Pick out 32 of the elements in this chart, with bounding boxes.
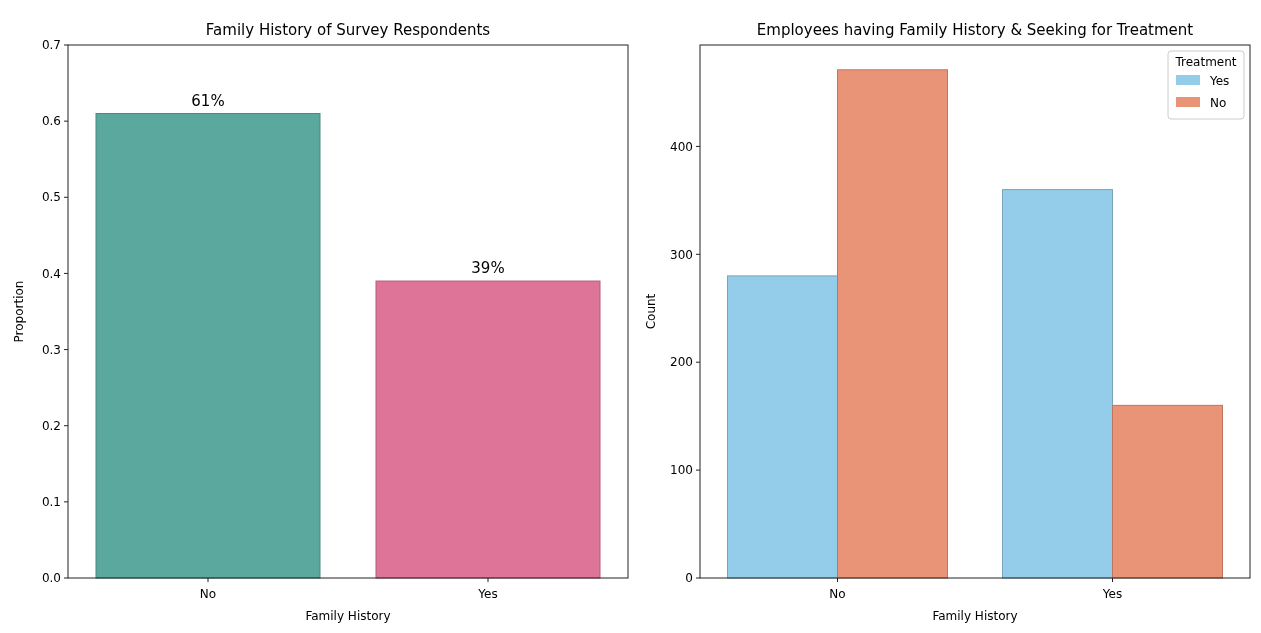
- x-tick-label: No: [829, 587, 846, 601]
- x-axis-title: Family History: [305, 609, 391, 623]
- data-label: 39%: [471, 259, 505, 278]
- y-tick-label: 0.3: [41, 342, 61, 357]
- y-tick-label: 400: [670, 139, 693, 154]
- y-tick-label: 0.1: [41, 495, 61, 510]
- bar: [727, 275, 838, 579]
- y-tick-label: 0.5: [41, 190, 61, 205]
- y-tick-label: 300: [670, 247, 693, 262]
- bar: [837, 69, 948, 579]
- y-tick-label: 0: [685, 571, 693, 586]
- y-tick-label: 200: [670, 355, 693, 370]
- legend-title: Treatment: [1174, 55, 1237, 69]
- y-tick-label: 0.7: [41, 38, 61, 53]
- bar: [1112, 404, 1223, 579]
- legend-label: No: [1210, 96, 1227, 110]
- x-tick-label: Yes: [477, 587, 498, 601]
- y-tick-label: 100: [670, 463, 693, 478]
- x-axis-title: Family History: [932, 609, 1018, 623]
- y-tick-label: 0.2: [41, 418, 61, 433]
- y-axis-title: Proportion: [12, 280, 26, 343]
- y-tick-label: 0.4: [41, 266, 61, 281]
- y-tick-label: 0.0: [41, 571, 61, 586]
- legend-label: Yes: [1209, 74, 1230, 88]
- x-tick-label: No: [199, 587, 217, 601]
- x-tick-label: Yes: [1101, 587, 1123, 601]
- bar: [1002, 189, 1113, 579]
- chart-title: Employees having Family History & Seeking for Treatment: [756, 21, 1194, 39]
- y-axis-title: Count: [644, 293, 658, 330]
- data-label: 61%: [191, 91, 225, 110]
- y-tick-label: 0.6: [41, 114, 61, 129]
- chart-title: Family History of Survey Respondents: [205, 21, 491, 39]
